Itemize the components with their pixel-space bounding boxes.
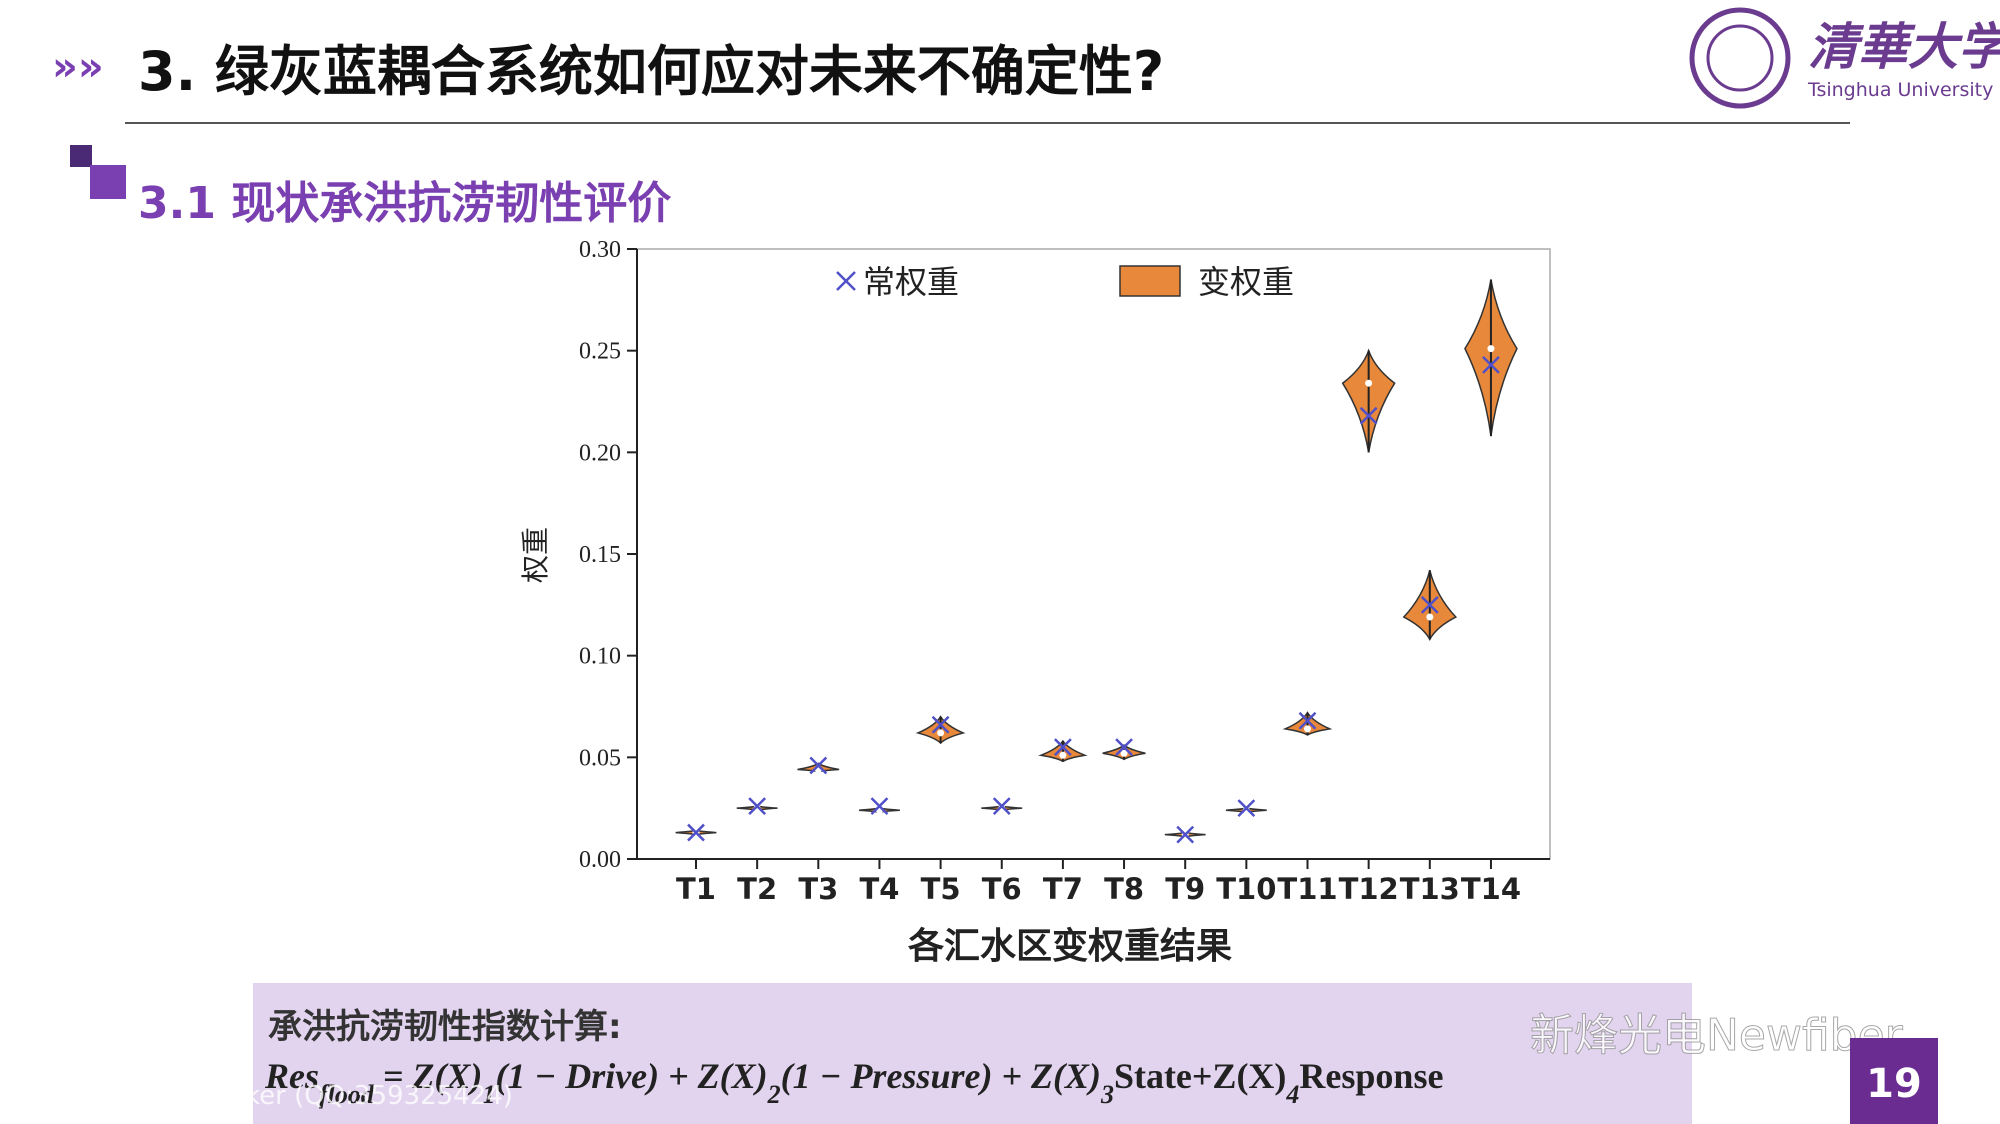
legend-entry: 变权重 [1198,264,1294,300]
formula-part: State+Z(X) [1114,1056,1286,1096]
page-number: 19 [1866,1061,1922,1107]
x-tick-label: T12 [1339,872,1399,906]
legend-entry: 常权重 [863,264,959,300]
slide-title: 3. 绿灰蓝耦合系统如何应对未来不确定性? [138,40,1164,103]
constant-weight-marker [1115,738,1133,757]
formula-part: = Z(X) [374,1056,483,1096]
x-tick-label: T8 [1104,872,1144,906]
constant-weight-marker [1359,406,1378,425]
y-tick-label: 0.00 [579,847,621,873]
constant-weight-marker [1054,738,1072,757]
x-tick-label: T7 [1043,872,1083,906]
logo-seal-inner [1706,24,1774,92]
x-tick-label: T11 [1277,872,1337,906]
chevrons: »» [52,44,104,90]
x-tick-label: T14 [1461,872,1521,906]
constant-weight-marker [1482,356,1500,374]
formula-subscript: 3 [1100,1080,1114,1109]
legend-swatch [1119,265,1181,297]
watermark: 新烽光电Newfiber [1530,1010,1904,1061]
page-number-box [1850,1038,1938,1124]
violin-median [1487,345,1495,353]
logo-english: Tsinghua University [1807,79,1993,101]
y-tick-label: 0.30 [579,237,621,263]
y-axis-title: 权重 [520,527,552,583]
x-tick-label: T4 [859,872,899,906]
formula: Resflood = Z(X)1(1 − Drive) + Z(X)2(1 − … [264,1056,1443,1109]
x-tick-label: T1 [676,872,716,906]
formula-box [253,983,1692,1124]
x-tick-label: T5 [921,872,961,906]
violin-median [1304,725,1311,733]
formula-part: Response [1299,1056,1443,1096]
y-tick-label: 0.20 [579,440,621,466]
constant-weight-marker [931,715,950,734]
bullet-square [90,165,126,199]
constant-weight-marker [687,823,705,842]
legend-marker [836,271,856,291]
formula-part: (1 − Drive) + Z(X) [495,1056,767,1096]
formula-part: Res [264,1056,319,1096]
x-tick-label: T9 [1165,872,1205,906]
slide-subtitle: 3.1 现状承洪抗涝韧性评价 [138,178,671,229]
constant-weight-marker [1237,799,1256,818]
logo-name: 清華大学 [1808,19,2000,75]
bullet-square [70,145,92,167]
x-tick-label: T2 [737,872,777,906]
constant-weight-marker [1420,595,1439,614]
y-tick-label: 0.10 [579,644,621,670]
x-tick-label: T6 [982,872,1022,906]
violin-median [1426,613,1434,621]
violin-median [937,729,945,737]
formula-subscript: 2 [767,1080,781,1109]
formula-label: 承洪抗涝韧性指数计算: [268,1007,622,1047]
constant-weight-marker [1298,711,1317,730]
constant-weight-marker [1176,825,1195,844]
y-tick-label: 0.05 [579,745,621,771]
formula-part: (1 − Pressure) + Z(X) [781,1056,1101,1096]
formula-subscript: flood [319,1080,375,1109]
x-axis-title: 各汇水区变权重结果 [908,925,1232,967]
violin-median [1059,751,1067,759]
formula-subscript: 1 [482,1080,495,1109]
x-tick-label: T13 [1400,872,1460,906]
chart: 权重 各汇水区变权重结果 常权重 变权重 0.00 0.05 0.10 0.15 0.2… [520,237,1551,967]
violin-median [1120,749,1128,757]
x-tick-label: T10 [1216,872,1276,906]
violin-median [1365,379,1373,387]
footer-note: ker (QQ:359325424) [245,1081,513,1111]
y-tick-label: 0.25 [579,339,621,365]
constant-weight-marker [748,797,767,816]
x-tick-label: T3 [798,872,838,906]
logo-seal [1689,7,1791,109]
constant-weight-marker [992,797,1011,816]
formula-subscript: 4 [1285,1080,1299,1109]
constant-weight-marker [809,756,828,775]
y-tick-label: 0.15 [579,542,621,568]
constant-weight-marker [870,797,889,816]
